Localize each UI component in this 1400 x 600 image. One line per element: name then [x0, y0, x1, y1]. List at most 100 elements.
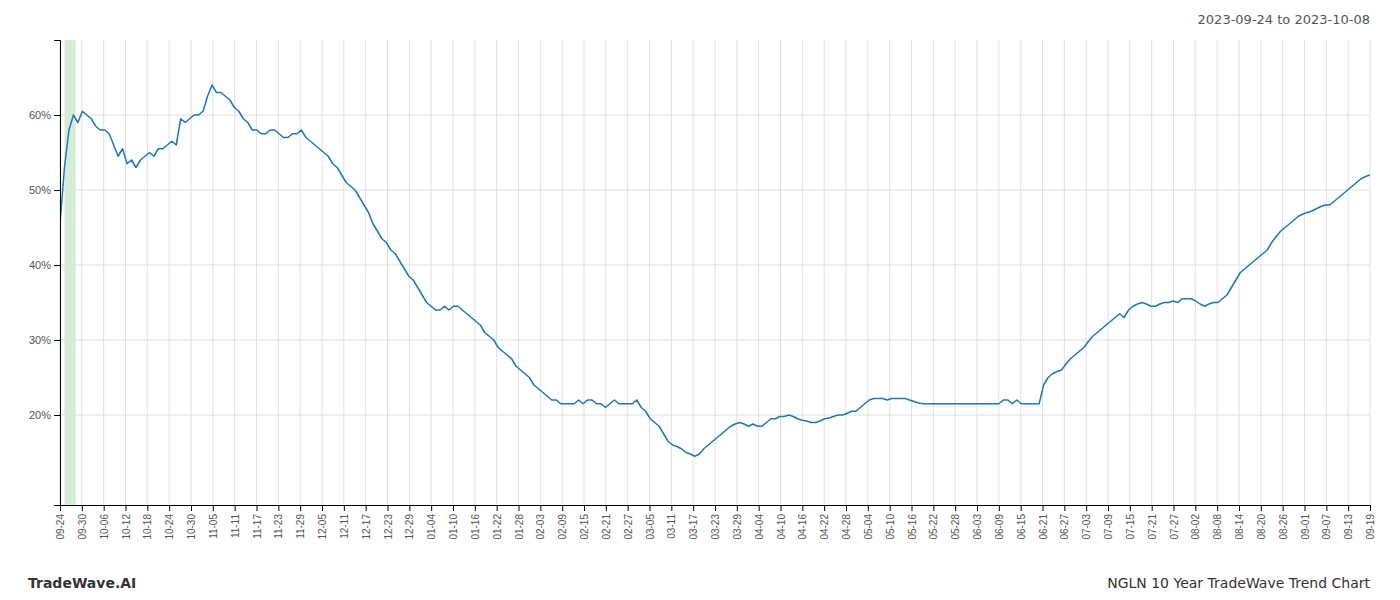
- x-tick-mark: [475, 505, 476, 511]
- x-grid-line: [169, 40, 170, 505]
- x-tick: 04-22: [819, 505, 830, 540]
- x-grid-line: [736, 40, 737, 505]
- x-tick: 06-21: [1038, 505, 1049, 540]
- x-grid-line: [955, 40, 956, 505]
- x-tick-mark: [1021, 505, 1022, 511]
- x-tick-mark: [540, 505, 541, 511]
- x-tick-label: 05-16: [907, 514, 918, 540]
- x-tick: 05-28: [950, 505, 961, 540]
- x-tick-mark: [977, 505, 978, 511]
- x-tick: 02-03: [535, 505, 546, 540]
- y-tick: 20%: [29, 409, 60, 421]
- x-tick-label: 09-19: [1365, 514, 1376, 540]
- x-tick-mark: [999, 505, 1000, 511]
- x-grid-line: [715, 40, 716, 505]
- x-tick-mark: [1195, 505, 1196, 511]
- x-tick-mark: [409, 505, 410, 511]
- x-grid-line: [1086, 40, 1087, 505]
- x-tick: 01-04: [426, 505, 437, 540]
- x-tick-mark: [802, 505, 803, 511]
- y-tick: 50%: [29, 184, 60, 196]
- x-tick: 03-17: [688, 505, 699, 540]
- x-grid-line: [1370, 40, 1371, 505]
- x-grid-line: [824, 40, 825, 505]
- x-grid-line: [256, 40, 257, 505]
- plot-area: [60, 40, 1370, 505]
- highlight-band: [64, 40, 75, 505]
- x-tick-mark: [1305, 505, 1306, 511]
- x-grid-line: [1020, 40, 1021, 505]
- x-grid-line: [998, 40, 999, 505]
- x-tick-label: 10-12: [121, 514, 132, 540]
- x-grid-line: [1282, 40, 1283, 505]
- x-tick-label: 04-28: [841, 514, 852, 540]
- y-axis: 20%30%40%50%60%: [29, 41, 61, 506]
- x-tick: 10-12: [121, 505, 132, 540]
- x-grid-line: [1326, 40, 1327, 505]
- x-tick-label: 04-22: [819, 514, 830, 540]
- x-tick: 10-30: [186, 505, 197, 540]
- x-tick-label: 03-29: [732, 514, 743, 540]
- y-tick: 30%: [29, 334, 60, 346]
- x-tick-label: 08-02: [1190, 514, 1201, 540]
- x-tick-label: 09-01: [1300, 514, 1311, 540]
- x-grid-line: [1042, 40, 1043, 505]
- x-tick-mark: [1174, 505, 1175, 511]
- x-tick-mark: [955, 505, 956, 511]
- x-tick-mark: [1261, 505, 1262, 511]
- x-tick-mark: [1130, 505, 1131, 511]
- x-tick-mark: [1370, 505, 1371, 511]
- x-tick: 09-07: [1321, 505, 1332, 540]
- x-tick: 09-01: [1300, 505, 1311, 540]
- x-tick: 06-15: [1016, 505, 1027, 540]
- x-tick-label: 03-23: [710, 514, 721, 540]
- x-tick: 01-10: [448, 505, 459, 540]
- x-tick: 02-09: [557, 505, 568, 540]
- x-grid-line: [911, 40, 912, 505]
- x-tick: 11-23: [273, 505, 284, 539]
- x-grid-line: [540, 40, 541, 505]
- x-grid-line: [1195, 40, 1196, 505]
- x-tick-label: 05-04: [863, 514, 874, 540]
- x-tick: 05-04: [863, 505, 874, 540]
- y-tick-label: 50%: [29, 184, 51, 196]
- x-tick: 05-22: [928, 505, 939, 540]
- x-grid-line: [125, 40, 126, 505]
- x-tick-label: 08-08: [1212, 514, 1223, 540]
- x-tick-label: 09-07: [1321, 514, 1332, 540]
- x-tick: 11-11: [230, 505, 241, 538]
- x-tick-mark: [104, 505, 105, 511]
- x-grid-line: [867, 40, 868, 505]
- x-tick-label: 11-17: [252, 514, 263, 539]
- x-tick-mark: [912, 505, 913, 511]
- x-grid-line: [802, 40, 803, 505]
- x-tick-label: 01-10: [448, 514, 459, 540]
- x-tick: 02-21: [601, 505, 612, 540]
- x-tick: 02-15: [579, 505, 590, 540]
- x-tick-label: 05-28: [950, 514, 961, 540]
- x-grid-line: [453, 40, 454, 505]
- x-tick-mark: [366, 505, 367, 511]
- x-grid-line: [431, 40, 432, 505]
- x-tick: 04-10: [776, 505, 787, 540]
- x-tick: 11-05: [208, 505, 219, 539]
- x-tick-label: 10-06: [99, 514, 110, 540]
- x-tick-mark: [890, 505, 891, 511]
- x-tick-label: 06-15: [1016, 514, 1027, 540]
- x-tick-mark: [344, 505, 345, 511]
- x-tick: 12-29: [404, 505, 415, 540]
- x-tick: 01-28: [514, 505, 525, 540]
- x-tick-label: 12-05: [317, 514, 328, 540]
- x-tick: 06-09: [994, 505, 1005, 540]
- x-tick-label: 11-05: [208, 514, 219, 539]
- x-grid-line: [212, 40, 213, 505]
- x-grid-line: [562, 40, 563, 505]
- x-tick: 01-22: [492, 505, 503, 540]
- x-tick-label: 02-03: [535, 514, 546, 540]
- x-tick-label: 02-15: [579, 514, 590, 540]
- x-tick-mark: [235, 505, 236, 511]
- x-tick-mark: [191, 505, 192, 511]
- y-tick-mark: [54, 115, 60, 116]
- x-tick-mark: [169, 505, 170, 511]
- x-tick-mark: [759, 505, 760, 511]
